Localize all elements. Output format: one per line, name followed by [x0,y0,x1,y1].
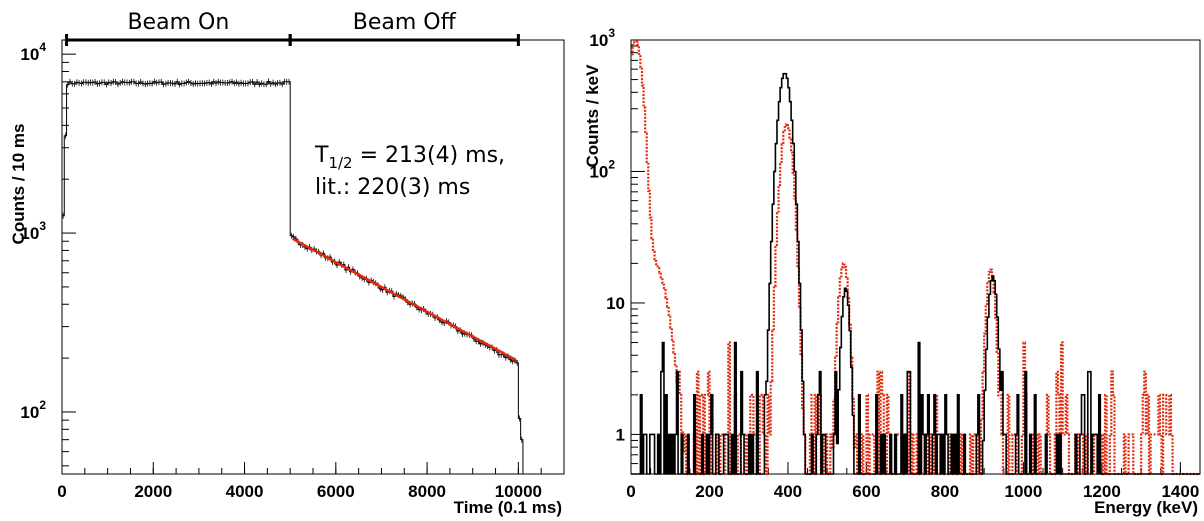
left-y-tick-label: 104 [20,40,46,64]
right-y-tick-label: 103 [589,26,615,50]
left-y-tick-label: 102 [20,398,46,422]
exponential-fit-line [291,237,517,362]
dotted-energy-histogram [631,39,1200,476]
right-x-tick-label: 800 [931,482,959,501]
right-x-axis-label: Energy (keV) [1094,498,1198,517]
half-life-annotation: T1/2 = 213(4) ms, [314,143,505,172]
left-x-tick-label: 10000 [495,482,542,501]
half-life-value: = 213(4) ms, [353,143,505,168]
right-data [631,39,1200,476]
solid-energy-histogram [631,72,1200,475]
left-x-tick-label: 2000 [134,482,172,501]
left-x-tick-label: 0 [57,482,66,501]
beam-region-label: Beam On [127,10,229,35]
right-x-tick-label: 0 [626,482,635,501]
left-x-axis-label: Time (0.1 ms) [454,498,562,517]
beam-region-label: Beam Off [353,10,457,35]
energy-spectrum-panel: 0 200 400 600 800 1000 1200 1400 1 10 102 103 Energ… [583,26,1201,517]
left-data [61,78,524,474]
left-x-tick-label: 6000 [317,482,355,501]
time-histogram [61,80,524,474]
right-y-tick-label: 102 [589,157,615,181]
right-x-tick-label: 200 [695,482,723,501]
right-x-tick-label: 400 [774,482,802,501]
right-y-tick-label: 10 [606,294,625,313]
left-plot-frame [61,39,565,475]
left-y-axis-label: Counts / 10 ms [9,124,28,245]
right-x-tick-label: 600 [852,482,880,501]
right-plot-frame [630,39,1201,475]
right-y-tick-label: 1 [616,425,625,444]
left-x-tick-label: 4000 [226,482,264,501]
right-x-tick-label: 1400 [1161,482,1199,501]
half-life-subscript: 1/2 [328,154,352,172]
left-axes: 0 2000 4000 6000 8000 10000 102 103 104 [20,40,565,501]
beam-regions: Beam On Beam Off [65,10,520,46]
left-x-tick-label: 8000 [408,482,446,501]
literature-annotation: lit.: 220(3) ms [315,175,470,200]
left-y-tick-label: 103 [20,219,46,243]
half-life-symbol: T [314,143,329,168]
right-y-axis-label: Counts / keV [583,64,602,168]
right-x-tick-label: 1000 [1004,482,1042,501]
right-x-tick-label: 1200 [1083,482,1121,501]
